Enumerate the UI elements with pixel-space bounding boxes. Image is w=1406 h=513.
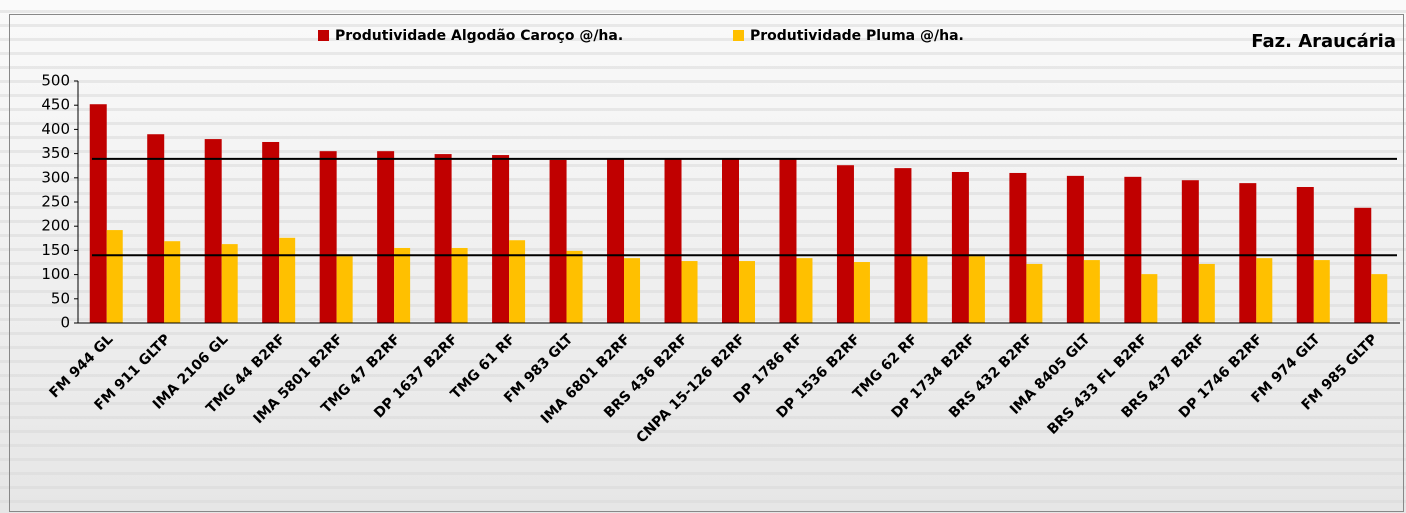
bar bbox=[262, 141, 280, 323]
bar bbox=[951, 171, 969, 323]
bar bbox=[204, 139, 222, 323]
bar bbox=[1313, 260, 1330, 323]
bar bbox=[911, 256, 928, 323]
bar bbox=[279, 237, 296, 323]
bar bbox=[681, 261, 698, 323]
bar bbox=[377, 151, 395, 323]
bar bbox=[394, 247, 411, 323]
bar bbox=[624, 258, 641, 323]
legend-label: Produtividade Algodão Caroço @/ha. bbox=[335, 28, 623, 44]
y-tick-label: 250 bbox=[41, 193, 70, 211]
bar bbox=[549, 159, 567, 323]
bar bbox=[1239, 183, 1257, 323]
y-tick-label: 150 bbox=[41, 241, 70, 259]
y-tick-label: 500 bbox=[41, 72, 70, 90]
bar bbox=[492, 155, 510, 323]
bar bbox=[509, 240, 526, 323]
bar bbox=[1009, 172, 1027, 323]
bar bbox=[1066, 175, 1084, 323]
y-tick-label: 400 bbox=[41, 120, 70, 138]
bar bbox=[779, 158, 797, 323]
bar bbox=[1124, 176, 1142, 323]
bar bbox=[566, 250, 583, 323]
bar bbox=[1256, 258, 1273, 323]
bar bbox=[89, 104, 107, 324]
y-tick-label: 350 bbox=[41, 144, 70, 162]
y-tick-label: 300 bbox=[41, 168, 70, 186]
bar bbox=[796, 258, 813, 323]
bar bbox=[1141, 274, 1158, 323]
y-tick-label: 0 bbox=[60, 314, 70, 332]
legend-label: Produtividade Pluma @/ha. bbox=[750, 28, 964, 44]
chart-border bbox=[9, 14, 1404, 512]
bar bbox=[1181, 180, 1199, 323]
bar bbox=[1198, 263, 1215, 323]
legend-swatch bbox=[318, 30, 329, 41]
bar bbox=[894, 168, 912, 323]
bar bbox=[664, 158, 682, 323]
bar bbox=[1026, 263, 1043, 323]
chart-title: Faz. Araucária bbox=[1251, 31, 1396, 52]
bar bbox=[319, 151, 337, 323]
bar bbox=[451, 247, 468, 323]
legend-swatch bbox=[733, 30, 744, 41]
y-tick-label: 450 bbox=[41, 96, 70, 114]
bar bbox=[853, 262, 870, 323]
bar bbox=[607, 158, 625, 323]
y-tick-label: 100 bbox=[41, 265, 70, 283]
bar bbox=[836, 165, 854, 323]
bar bbox=[722, 158, 739, 323]
bar bbox=[968, 256, 985, 323]
y-tick-label: 50 bbox=[51, 289, 70, 307]
y-tick-label: 200 bbox=[41, 217, 70, 235]
bar bbox=[336, 256, 353, 323]
bar bbox=[106, 230, 123, 323]
legend: Produtividade Algodão Caroço @/ha. Produt… bbox=[318, 28, 964, 44]
bar bbox=[1354, 207, 1372, 323]
bar bbox=[221, 244, 238, 323]
bar bbox=[739, 261, 755, 323]
bar bbox=[1371, 274, 1388, 323]
bar bbox=[147, 134, 165, 323]
bar bbox=[164, 241, 181, 323]
bar bbox=[434, 154, 452, 323]
bar bbox=[1083, 260, 1100, 323]
